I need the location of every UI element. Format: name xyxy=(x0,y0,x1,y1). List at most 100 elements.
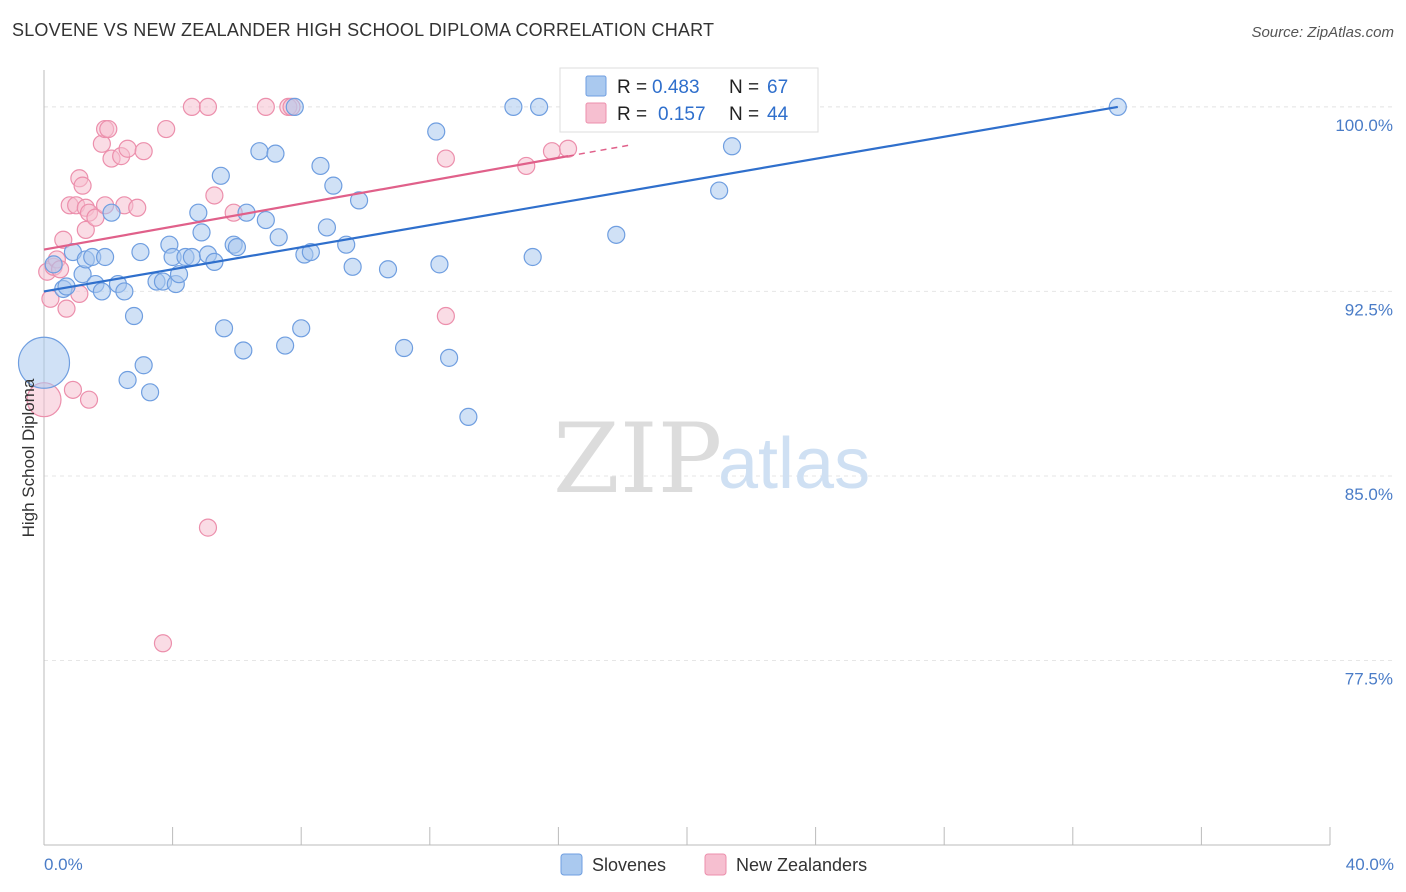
watermark-zip: ZIP xyxy=(553,403,722,515)
watermark: ZIP atlas xyxy=(553,403,870,515)
trendline-slovenes xyxy=(43,105,1118,293)
point-new-zealanders xyxy=(256,97,275,117)
point-slovenes xyxy=(710,181,729,200)
series-new-zealanders xyxy=(26,97,578,653)
point-slovenes xyxy=(95,247,115,267)
source-label: Source: ZipAtlas.com xyxy=(1251,24,1394,41)
point-slovenes xyxy=(115,282,134,301)
point-slovenes xyxy=(140,383,160,402)
point-slovenes xyxy=(349,191,369,210)
point-slovenes xyxy=(102,203,121,222)
point-slovenes xyxy=(439,348,459,367)
point-slovenes xyxy=(214,319,234,338)
point-new-zealanders xyxy=(134,142,153,161)
point-slovenes xyxy=(343,257,362,276)
point-slovenes xyxy=(504,97,523,117)
point-slovenes xyxy=(523,247,542,267)
point-new-zealanders xyxy=(153,634,173,653)
stats-legend: R = 0.483 N = 67 R = 0.157 N = 44 xyxy=(559,67,819,133)
point-slovenes xyxy=(430,255,449,274)
y-tick-label: 100.0% xyxy=(1335,116,1393,135)
x-tick-label-max: 40.0% xyxy=(1346,855,1394,874)
point-slovenes xyxy=(92,282,111,301)
point-slovenes xyxy=(459,407,478,427)
point-slovenes xyxy=(124,306,144,326)
legend-n-value-new-zealanders: 44 xyxy=(767,104,789,125)
point-new-zealanders xyxy=(436,149,455,168)
point-new-zealanders xyxy=(76,220,95,240)
point-slovenes xyxy=(269,228,288,247)
point-slovenes xyxy=(276,336,295,355)
point-new-zealanders xyxy=(517,156,536,176)
x-tick-label-min: 0.0% xyxy=(44,855,83,874)
trendline-new-zealanders-extension xyxy=(567,144,630,157)
legend-swatch-slovenes xyxy=(585,75,607,97)
point-slovenes xyxy=(250,142,269,161)
point-slovenes xyxy=(134,356,153,375)
legend-n-value-slovenes: 67 xyxy=(767,77,788,98)
point-new-zealanders xyxy=(63,380,83,399)
point-slovenes xyxy=(292,319,311,338)
point-slovenes xyxy=(285,97,304,117)
point-slovenes xyxy=(530,97,549,117)
trendlines xyxy=(43,105,1118,293)
point-slovenes xyxy=(192,223,211,242)
series-legend: Slovenes New Zealanders xyxy=(560,853,867,876)
point-slovenes xyxy=(44,255,63,274)
legend-r-value-slovenes: 0.483 xyxy=(652,77,700,98)
y-tick-label: 85.0% xyxy=(1345,485,1393,504)
point-new-zealanders xyxy=(73,176,92,195)
bottom-legend-label-new-zealanders: New Zealanders xyxy=(736,855,867,875)
y-axis-label: High School Diploma xyxy=(19,378,38,537)
bottom-legend-swatch-slovenes xyxy=(560,853,583,876)
legend-r-label-slovenes: R = xyxy=(617,77,647,98)
point-slovenes xyxy=(211,166,230,185)
trendline-new-zealanders xyxy=(43,155,569,251)
point-new-zealanders xyxy=(118,139,137,158)
legend-swatch-new-zealanders xyxy=(585,102,607,124)
point-new-zealanders xyxy=(198,518,218,537)
point-new-zealanders xyxy=(157,119,176,139)
point-new-zealanders xyxy=(182,97,201,117)
point-new-zealanders xyxy=(436,306,455,326)
point-slovenes xyxy=(256,210,275,230)
y-tick-label: 92.5% xyxy=(1345,300,1393,319)
series-slovenes xyxy=(17,97,1127,427)
point-slovenes xyxy=(427,122,446,141)
point-slovenes xyxy=(324,176,343,195)
point-new-zealanders xyxy=(205,186,224,205)
point-slovenes xyxy=(227,238,246,257)
point-new-zealanders xyxy=(128,198,147,217)
point-slovenes xyxy=(131,242,150,262)
point-slovenes xyxy=(189,203,208,222)
legend-n-label-new-zealanders: N = xyxy=(729,104,759,125)
point-slovenes xyxy=(182,247,201,267)
point-slovenes xyxy=(607,225,626,244)
point-new-zealanders xyxy=(99,119,118,139)
chart-title: SLOVENE VS NEW ZEALANDER HIGH SCHOOL DIP… xyxy=(12,20,715,40)
point-new-zealanders xyxy=(57,299,76,318)
point-slovenes xyxy=(311,156,330,176)
watermark-atlas: atlas xyxy=(718,424,870,504)
y-axis-tick-labels: 77.5% 85.0% 92.5% 100.0% xyxy=(1335,116,1393,689)
point-slovenes xyxy=(17,336,71,389)
legend-r-value-new-zealanders: 0.157 xyxy=(658,104,706,125)
y-tick-label: 77.5% xyxy=(1345,669,1393,688)
legend-n-label-slovenes: N = xyxy=(729,77,759,98)
point-slovenes xyxy=(394,338,414,358)
legend-r-label-new-zealanders: R = xyxy=(617,104,647,125)
point-slovenes xyxy=(722,137,742,156)
point-slovenes xyxy=(317,218,337,237)
bottom-legend-swatch-new-zealanders xyxy=(704,853,727,876)
x-axis-ticks xyxy=(43,827,1331,845)
point-slovenes xyxy=(118,370,137,390)
point-new-zealanders xyxy=(198,97,218,117)
point-new-zealanders xyxy=(79,390,99,409)
point-slovenes xyxy=(301,242,320,262)
point-slovenes xyxy=(378,260,398,279)
point-slovenes xyxy=(234,341,253,360)
point-new-zealanders xyxy=(54,230,73,249)
point-new-zealanders xyxy=(558,139,578,158)
bottom-legend-label-slovenes: Slovenes xyxy=(592,855,666,875)
